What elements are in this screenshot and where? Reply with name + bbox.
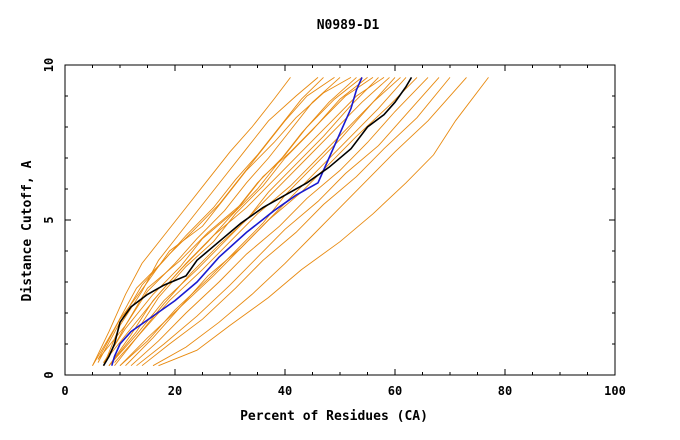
series-line-model-6: [103, 77, 363, 363]
series-line-model-2: [97, 77, 335, 363]
series-line-model-8: [97, 77, 374, 360]
series-line-blue-model: [111, 77, 363, 366]
y-axis-label: Distance Cutoff, A: [20, 160, 35, 301]
series-line-model-20: [158, 77, 489, 367]
series-line-model-21: [92, 77, 291, 366]
series-line-model-19: [152, 77, 467, 367]
series-line-model-16: [130, 77, 429, 367]
series-line-model-17: [136, 77, 440, 367]
series-line-model-3: [103, 77, 341, 366]
series-line-model-11: [108, 77, 390, 366]
series-line-model-22: [103, 77, 319, 366]
plot-frame: [64, 64, 616, 376]
series-line-model-18: [141, 77, 451, 367]
series-line-model-9: [114, 77, 379, 366]
chart-title: N0989-D1: [317, 18, 380, 33]
series-line-model-7: [108, 77, 368, 366]
tick-layer: 0 20 40 60 80 100 0 5 10: [42, 58, 626, 398]
x-axis-label: Percent of Residues (CA): [240, 409, 428, 424]
x-tick-label: 80: [498, 384, 512, 398]
series-line-model-10: [103, 77, 385, 363]
y-tick-label: 10: [42, 58, 56, 72]
y-tick-label: 5: [42, 216, 56, 223]
x-tick-label: 60: [388, 384, 402, 398]
series-line-model-1: [92, 77, 324, 366]
series-line-model-4: [97, 77, 352, 360]
x-tick-label: 0: [61, 384, 68, 398]
y-tick-label: 0: [42, 371, 56, 378]
series-line-model-15: [119, 77, 418, 367]
series-layer: [92, 76, 489, 367]
x-tick-label: 100: [604, 384, 626, 398]
series-line-black-model: [102, 76, 413, 367]
x-tick-label: 40: [278, 384, 292, 398]
x-tick-label: 20: [168, 384, 182, 398]
